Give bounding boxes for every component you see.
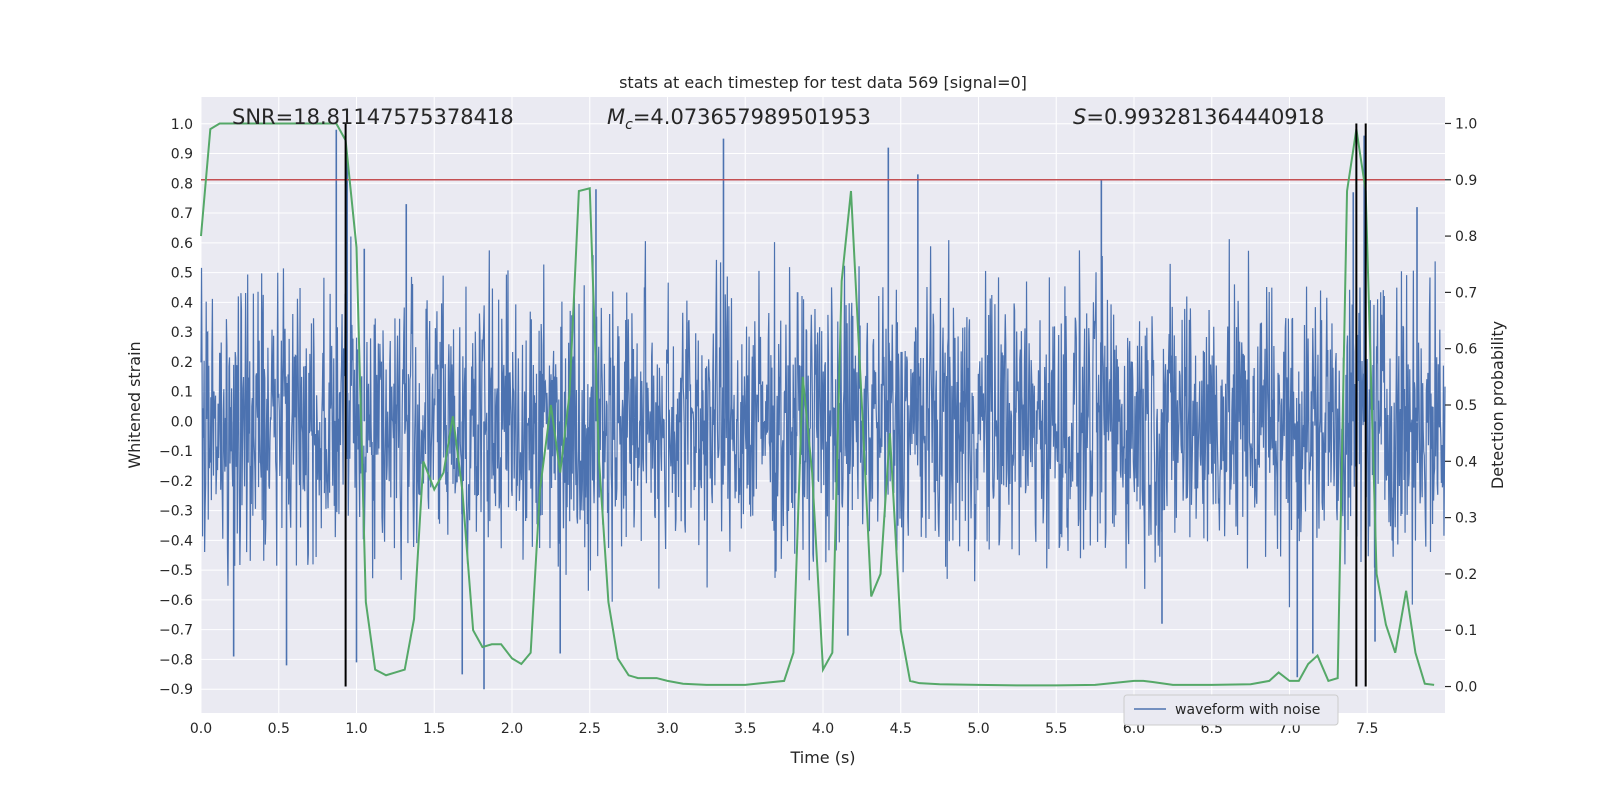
mc-symbol: M bbox=[607, 105, 625, 129]
s-value: =0.993281364440918 bbox=[1086, 105, 1324, 129]
s-symbol: S bbox=[1073, 105, 1086, 129]
y-tick-label: −0.3 bbox=[159, 504, 193, 520]
x-tick-label: 3.5 bbox=[734, 721, 756, 737]
y2-tick-label: 0.5 bbox=[1455, 398, 1477, 414]
y-tick-label: −0.8 bbox=[159, 652, 193, 668]
x-tick-label: 0.0 bbox=[190, 721, 212, 737]
y-tick-label: 0.7 bbox=[171, 206, 193, 222]
y-tick-label: −0.5 bbox=[159, 563, 193, 579]
y-tick-label: 0.1 bbox=[171, 385, 193, 401]
waveform-noise-line bbox=[200, 236, 1446, 608]
y2-tick-label: 0.7 bbox=[1455, 285, 1477, 301]
legend-box bbox=[1123, 694, 1339, 726]
y-tick-label: 0.5 bbox=[171, 266, 193, 282]
y-tick-label: 0.4 bbox=[171, 295, 193, 311]
x-tick-label: 5.5 bbox=[1045, 721, 1067, 737]
s-annotation: S=0.993281364440918 bbox=[1073, 105, 1324, 129]
mc-subscript: c bbox=[625, 117, 633, 133]
x-tick-label: 1.0 bbox=[345, 721, 367, 737]
x-tick-label: 4.0 bbox=[812, 721, 834, 737]
y-tick-label: −0.1 bbox=[159, 444, 193, 460]
detection-probability-line bbox=[200, 122, 1435, 687]
x-tick-label: 2.0 bbox=[501, 721, 523, 737]
mc-value: =4.073657989501953 bbox=[633, 105, 871, 129]
x-tick-label: 4.5 bbox=[890, 721, 912, 737]
y2-tick-label: 0.1 bbox=[1455, 623, 1477, 639]
x-tick-label: 3.0 bbox=[656, 721, 678, 737]
x-tick-label: 7.5 bbox=[1356, 721, 1378, 737]
chart-title: stats at each timestep for test data 569… bbox=[619, 73, 1027, 92]
y2-tick-label: 0.0 bbox=[1455, 680, 1477, 696]
y2-tick-label: 0.8 bbox=[1455, 229, 1477, 245]
y-tick-label: −0.6 bbox=[159, 593, 193, 609]
y2-tick-label: 0.2 bbox=[1455, 567, 1477, 583]
y-tick-label: −0.4 bbox=[159, 533, 193, 549]
y-tick-label: −0.2 bbox=[159, 474, 193, 490]
axes-layer: 0.0 0.5 1.0 1.5 2.0 2.5 3.0 3.5 4.0 4.5 5.0 5.5 6.0 6… bbox=[159, 116, 1477, 737]
y2-tick-label: 1.0 bbox=[1455, 116, 1477, 132]
y2-tick-label: 0.6 bbox=[1455, 342, 1477, 358]
mc-annotation: Mc=4.073657989501953 bbox=[607, 105, 871, 133]
y2-tick-label: 0.4 bbox=[1455, 454, 1477, 470]
y-tick-label: 0.9 bbox=[171, 147, 193, 163]
y-tick-label: 0.3 bbox=[171, 325, 193, 341]
legend-label-waveform: waveform with noise bbox=[1175, 702, 1320, 718]
y-axis-title: Whitened strain bbox=[125, 341, 144, 468]
x-tick-label: 5.0 bbox=[967, 721, 989, 737]
snr-annotation: SNR=18.81147575378418 bbox=[232, 105, 514, 129]
x-tick-label: 0.5 bbox=[268, 721, 290, 737]
y-tick-label: 0.8 bbox=[171, 176, 193, 192]
y2-tick-label: 0.3 bbox=[1455, 511, 1477, 527]
y2-axis-title: Detection probability bbox=[1488, 321, 1507, 489]
data-layer bbox=[200, 122, 1446, 690]
y-tick-label: 0.0 bbox=[171, 414, 193, 430]
x-axis-title: Time (s) bbox=[789, 748, 855, 767]
legend: waveform with noise bbox=[1123, 694, 1339, 726]
x-tick-label: 1.5 bbox=[423, 721, 445, 737]
y-tick-label: 0.6 bbox=[171, 236, 193, 252]
y2-tick-label: 0.9 bbox=[1455, 173, 1477, 189]
x-tick-label: 2.5 bbox=[579, 721, 601, 737]
y-tick-label: 0.2 bbox=[171, 355, 193, 371]
y-tick-label: 1.0 bbox=[171, 117, 193, 133]
y-tick-label: −0.7 bbox=[159, 623, 193, 639]
y-tick-label: −0.9 bbox=[159, 682, 193, 698]
